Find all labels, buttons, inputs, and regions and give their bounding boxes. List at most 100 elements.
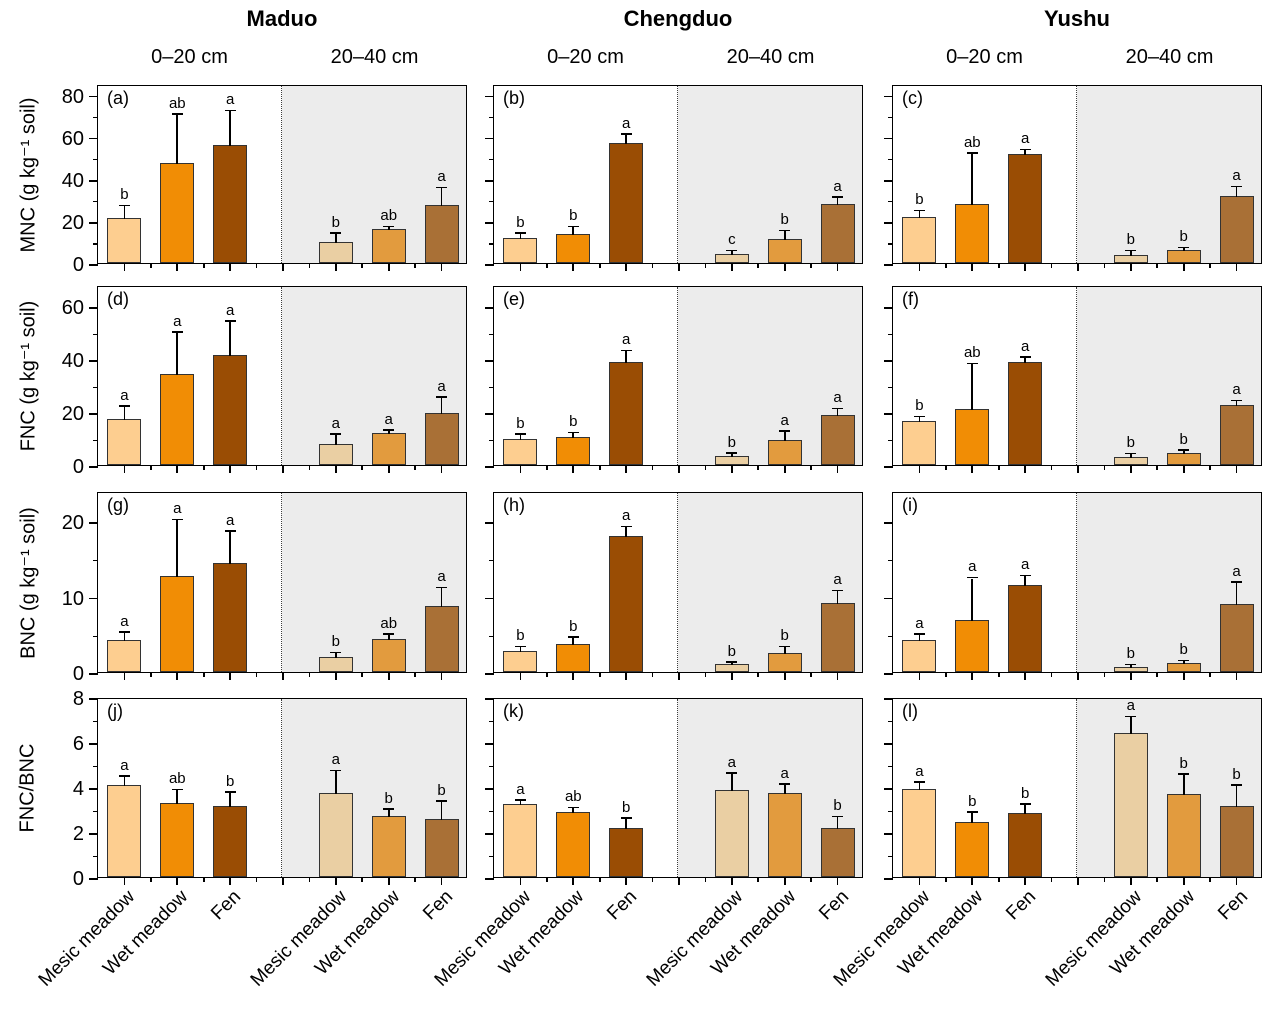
- error-bar-cap: [779, 229, 791, 232]
- bar: [371, 638, 406, 672]
- x-tick: [731, 672, 733, 680]
- x-tick: [1077, 263, 1079, 271]
- x-tick: [997, 263, 1000, 268]
- error-bar-cap: [1178, 773, 1190, 775]
- bar: [1166, 793, 1201, 877]
- bar: [318, 241, 353, 263]
- error-bar-cap: [436, 395, 448, 398]
- error-bar: [731, 662, 733, 666]
- x-tick: [282, 877, 284, 885]
- sig-letter: ab: [564, 788, 582, 806]
- panel-f: b ab a b b a (f): [884, 286, 1262, 473]
- x-tick: [361, 263, 364, 268]
- y-major-tick: [884, 466, 893, 468]
- error-bar-cap: [913, 209, 925, 212]
- y-minor-tick: [489, 439, 494, 442]
- y-minor-tick: [489, 635, 494, 637]
- x-tick: [150, 465, 152, 470]
- error-bar: [1130, 251, 1132, 256]
- bar: [503, 237, 538, 263]
- sig-letter: b: [1179, 641, 1188, 659]
- sig-letter: ab: [380, 615, 398, 633]
- y-minor-tick: [93, 855, 98, 858]
- bar: [767, 439, 802, 465]
- error-bar: [440, 188, 443, 207]
- x-tick: [335, 877, 337, 885]
- x-tick: [387, 877, 390, 885]
- bar: [820, 414, 855, 465]
- y-minor-tick: [93, 810, 98, 813]
- y-major-tick: [485, 788, 494, 790]
- x-tick: [308, 877, 311, 882]
- error-bar-cap: [1125, 715, 1137, 718]
- error-bar: [971, 153, 974, 206]
- sig-letter: a: [331, 751, 341, 769]
- x-tick: [414, 263, 416, 268]
- panel-h: b b a b b a (h): [485, 492, 863, 680]
- error-bar-cap: [832, 407, 844, 410]
- x-tick: [945, 263, 947, 268]
- bar: [714, 664, 749, 672]
- x-tick: [1182, 672, 1185, 680]
- y-minor-tick: [489, 334, 494, 336]
- y-tick-label: 60: [61, 127, 84, 150]
- y-axis-title: MNC (g kg⁻¹ soil): [17, 96, 40, 253]
- depth-divider: [281, 493, 282, 672]
- bar: [371, 229, 406, 263]
- y-major-tick: [485, 597, 494, 600]
- error-bar-cap: [1178, 246, 1190, 249]
- x-tick: [678, 465, 680, 473]
- y-major-tick: [884, 307, 893, 309]
- bar: [1166, 453, 1201, 465]
- depth-label: 0–20 cm: [547, 46, 624, 68]
- x-tick: [704, 877, 707, 882]
- bar: [955, 821, 990, 877]
- error-bar-cap: [567, 431, 579, 434]
- x-tick: [1156, 263, 1159, 268]
- bar: [767, 792, 802, 877]
- x-tick: [918, 263, 921, 271]
- x-tick: [1235, 465, 1238, 473]
- x-tick: [1077, 465, 1079, 473]
- error-bar-cap: [620, 132, 632, 135]
- bar: [609, 536, 644, 672]
- x-tick: [1235, 672, 1238, 680]
- x-tick: [176, 465, 179, 473]
- x-tick: [150, 263, 152, 268]
- y-minor-tick: [888, 635, 893, 637]
- y-major-tick: [884, 413, 893, 415]
- depth-label: 20–40 cm: [726, 46, 815, 68]
- x-tick: [651, 672, 654, 677]
- error-bar-cap: [726, 771, 738, 774]
- depth-divider: [1076, 86, 1077, 263]
- bar: [955, 619, 990, 672]
- x-tick: [971, 672, 974, 680]
- y-major-tick: [884, 833, 893, 835]
- bar: [820, 602, 855, 672]
- error-bar: [836, 197, 839, 206]
- x-tick: [361, 465, 364, 470]
- y-major-tick: [485, 833, 494, 835]
- x-tick: [971, 465, 974, 473]
- y-minor-tick: [93, 159, 98, 161]
- bar: [1008, 153, 1043, 263]
- y-tick-label: 40: [61, 169, 84, 192]
- y-major-tick: [884, 95, 893, 98]
- error-bar: [783, 647, 786, 655]
- error-bar-cap: [913, 633, 925, 636]
- error-bar-cap: [726, 661, 738, 663]
- x-tick: [1103, 877, 1106, 882]
- y-major-tick: [485, 307, 494, 309]
- x-tick: [704, 263, 707, 268]
- sig-letter: a: [173, 312, 182, 330]
- sig-letter: a: [437, 168, 446, 186]
- bar: [609, 827, 644, 877]
- x-tick: [440, 672, 443, 680]
- error-bar-cap: [383, 633, 395, 636]
- x-tick: [1209, 465, 1211, 470]
- bar: [107, 784, 142, 877]
- sig-letter: b: [621, 798, 631, 816]
- panel-label: (i): [902, 495, 918, 515]
- error-bar-cap: [330, 432, 342, 435]
- x-tick: [1024, 263, 1026, 271]
